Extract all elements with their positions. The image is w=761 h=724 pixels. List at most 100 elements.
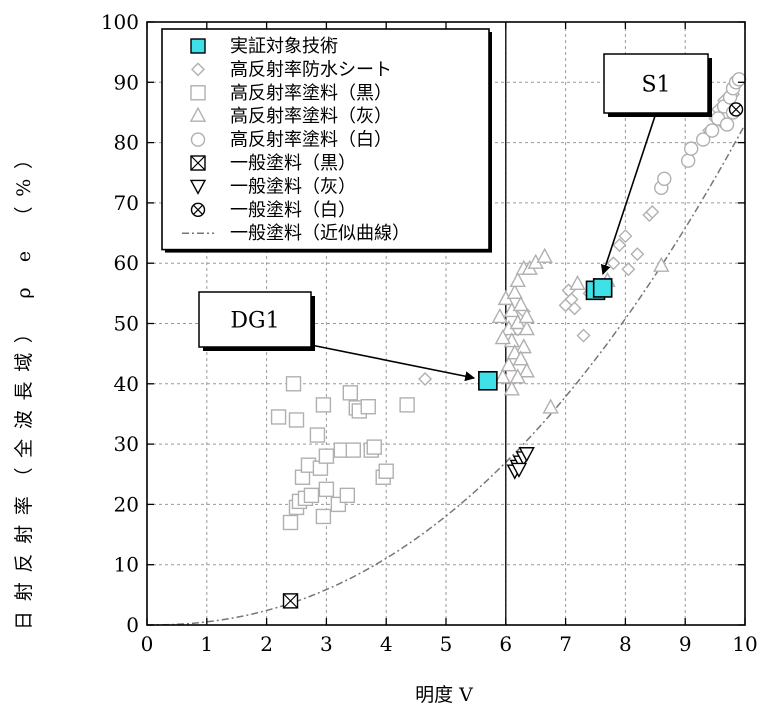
y-tick-label: 80: [114, 131, 139, 155]
legend-marker: [190, 85, 206, 101]
y-tick-label: 50: [114, 312, 139, 336]
x-tick-label: 2: [260, 632, 273, 656]
data-point: [719, 117, 735, 132]
data-point: [303, 487, 320, 504]
y-tick-label: 90: [114, 70, 139, 94]
data-point: [512, 350, 529, 366]
legend-marker: [190, 132, 206, 147]
data-point: [536, 247, 553, 263]
legend-label: 高反射率防水シート: [230, 59, 392, 80]
grid: [147, 22, 745, 625]
callout-box: [198, 291, 312, 348]
y-tick-label: 60: [114, 251, 139, 275]
data-point: [518, 362, 535, 378]
data-point: [515, 338, 532, 354]
fit-curve-line: [147, 124, 746, 626]
data-point: [491, 307, 508, 324]
legend-label: 一般塗料（灰）: [230, 175, 356, 197]
legend-label: 実証対象技術: [230, 36, 338, 57]
legend-box: [161, 28, 490, 251]
data-point: [503, 380, 520, 396]
data-point: [542, 398, 559, 414]
legend-marker: [191, 62, 205, 77]
data-point: [282, 593, 299, 609]
data-point: [315, 397, 332, 413]
legend-label: 高反射率塗料（白）: [230, 129, 392, 151]
x-tick-label: 1: [200, 632, 213, 656]
y-tick-label: 70: [114, 191, 139, 215]
data-point: [618, 229, 633, 244]
callout-label: S1: [641, 73, 670, 98]
data-point: [510, 462, 528, 478]
data-point: [282, 514, 299, 531]
x-tick-label: 7: [559, 632, 572, 656]
y-tick-label: 100: [101, 10, 139, 34]
legend-marker: [189, 106, 207, 122]
data-point: [657, 171, 672, 186]
callout-label: DG1: [230, 309, 279, 334]
x-tick-label: 10: [732, 632, 757, 656]
data-point: [728, 102, 744, 117]
data-point: [494, 329, 511, 345]
data-point: [360, 399, 376, 415]
data-point: [339, 487, 356, 504]
data-point: [509, 368, 526, 384]
data-point: [612, 238, 627, 253]
data-point: [645, 204, 660, 219]
y-tick-label: 20: [114, 492, 139, 516]
legend-marker: [190, 38, 206, 54]
data-point: [318, 448, 335, 464]
legend-label: 一般塗料（黒）: [230, 152, 356, 174]
legend-marker: [189, 179, 207, 195]
data-point: [285, 376, 302, 392]
y-tick-label: 10: [114, 553, 139, 577]
legend-marker: [190, 155, 206, 171]
data-point: [621, 262, 636, 277]
y-tick-label: 0: [126, 613, 139, 637]
y-tick-label: 30: [114, 432, 139, 456]
data-point: [606, 256, 621, 271]
x-axis-title: 明度 V: [415, 684, 473, 706]
data-point: [569, 274, 586, 291]
data-points: [270, 72, 747, 609]
data-point: [418, 371, 433, 386]
fit-curve: [147, 124, 746, 626]
data-point: [683, 141, 699, 156]
data-point: [653, 256, 670, 272]
x-tick-label: 3: [320, 632, 333, 656]
data-point: [378, 463, 394, 479]
data-point: [318, 481, 335, 498]
callout-arrow: [600, 112, 657, 275]
legend-label: 高反射率塗料（灰）: [230, 105, 392, 127]
data-point: [270, 409, 287, 425]
data-point: [680, 153, 696, 168]
data-point: [366, 439, 382, 455]
x-tick-label: 0: [141, 632, 154, 656]
data-point: [731, 72, 747, 87]
legend-label: 一般塗料（白）: [230, 199, 356, 221]
data-point: [592, 278, 613, 298]
data-point: [315, 508, 332, 525]
y-axis-title: 日射反射率（全波長域） ρ e （%）: [13, 150, 35, 630]
data-point: [309, 427, 326, 443]
x-tick-label: 9: [679, 632, 692, 656]
x-tick-label: 5: [440, 632, 453, 656]
data-point: [630, 247, 645, 262]
y-tick-label: 40: [114, 372, 139, 396]
data-point: [704, 123, 720, 138]
annotations: S1 DG1: [198, 53, 712, 382]
data-point: [345, 442, 362, 458]
data-point: [342, 385, 359, 401]
data-point: [509, 271, 526, 287]
data-point: [695, 132, 711, 147]
data-point: [506, 283, 523, 300]
callout-arrow: [310, 344, 476, 382]
data-point: [399, 397, 415, 413]
data-point: [494, 368, 511, 384]
legend-label: 高反射率塗料（黒）: [230, 82, 392, 104]
data-point: [500, 356, 517, 372]
legend-label: 一般塗料（近似曲線）: [230, 222, 410, 244]
data-point: [518, 307, 535, 324]
